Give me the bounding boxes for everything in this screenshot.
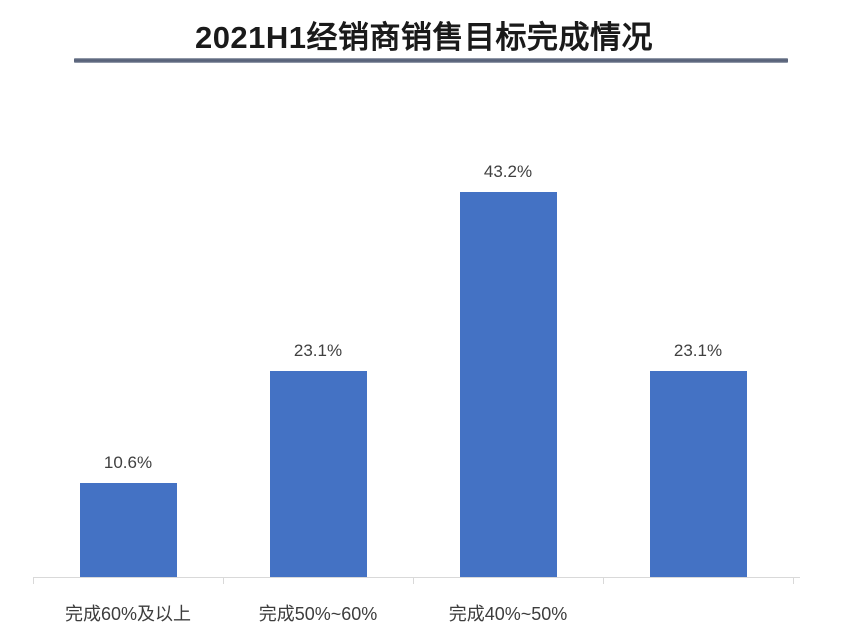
x-axis-label-1: 完成60%及以上 [64,604,192,624]
x-axis-line [33,577,800,578]
axis-tick [793,578,794,584]
axis-tick [33,578,34,584]
x-axis-label-2: 完成50%~60% [258,604,378,624]
axis-tick [223,578,224,584]
bar-value-label: 43.2% [483,162,533,181]
bar-category-1 [79,483,177,577]
axis-tick [603,578,604,584]
bar-category-2 [269,371,367,577]
bar-value-label: 23.1% [673,341,723,360]
bar-category-4 [649,371,747,577]
x-axis-label-3: 完成40%~50% [448,604,568,624]
chart-title: 2021H1经销商销售目标完成情况 [194,20,654,55]
bar-value-label: 10.6% [103,453,153,472]
title-underline [74,58,788,63]
bar-value-label: 23.1% [293,341,343,360]
axis-tick [413,578,414,584]
bar-category-3 [459,192,557,577]
